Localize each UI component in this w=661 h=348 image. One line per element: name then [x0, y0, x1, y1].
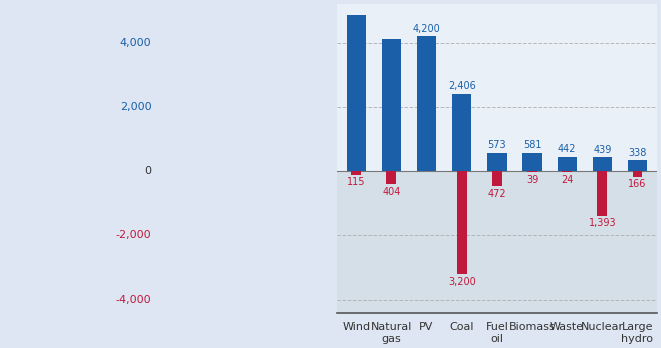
Bar [492, 171, 502, 186]
Bar [522, 152, 542, 171]
Text: 439: 439 [593, 144, 611, 155]
Bar [382, 39, 401, 171]
Text: 0: 0 [424, 159, 430, 169]
Bar [557, 157, 577, 171]
Bar [598, 171, 607, 216]
Bar [633, 171, 642, 176]
Text: 442: 442 [558, 144, 576, 155]
Text: 24: 24 [561, 175, 573, 184]
Text: 166: 166 [629, 179, 646, 189]
Text: 2,000: 2,000 [120, 102, 151, 112]
Text: 2,406: 2,406 [448, 81, 476, 91]
Bar [352, 171, 361, 175]
Bar [457, 171, 467, 274]
Bar [452, 94, 471, 171]
Bar [337, 4, 657, 171]
Text: 3,200: 3,200 [448, 277, 476, 286]
Text: -2,000: -2,000 [116, 230, 151, 240]
Bar [387, 171, 397, 184]
Text: 0: 0 [144, 166, 151, 176]
Text: 1,393: 1,393 [588, 219, 616, 229]
Text: 115: 115 [347, 177, 366, 188]
Text: 581: 581 [523, 140, 541, 150]
Text: 39: 39 [526, 175, 538, 185]
Bar [527, 171, 537, 173]
Bar [563, 171, 572, 172]
Text: 4,000: 4,000 [120, 38, 151, 48]
Text: 404: 404 [382, 187, 401, 197]
Bar [628, 160, 647, 171]
Bar [337, 171, 657, 313]
Text: 573: 573 [488, 140, 506, 150]
Bar [346, 15, 366, 171]
Bar [417, 36, 436, 171]
Text: -4,000: -4,000 [116, 295, 151, 304]
Text: 4,200: 4,200 [412, 24, 440, 34]
Bar [487, 153, 506, 171]
Bar [593, 157, 612, 171]
Text: 472: 472 [488, 189, 506, 199]
Text: 338: 338 [629, 148, 646, 158]
